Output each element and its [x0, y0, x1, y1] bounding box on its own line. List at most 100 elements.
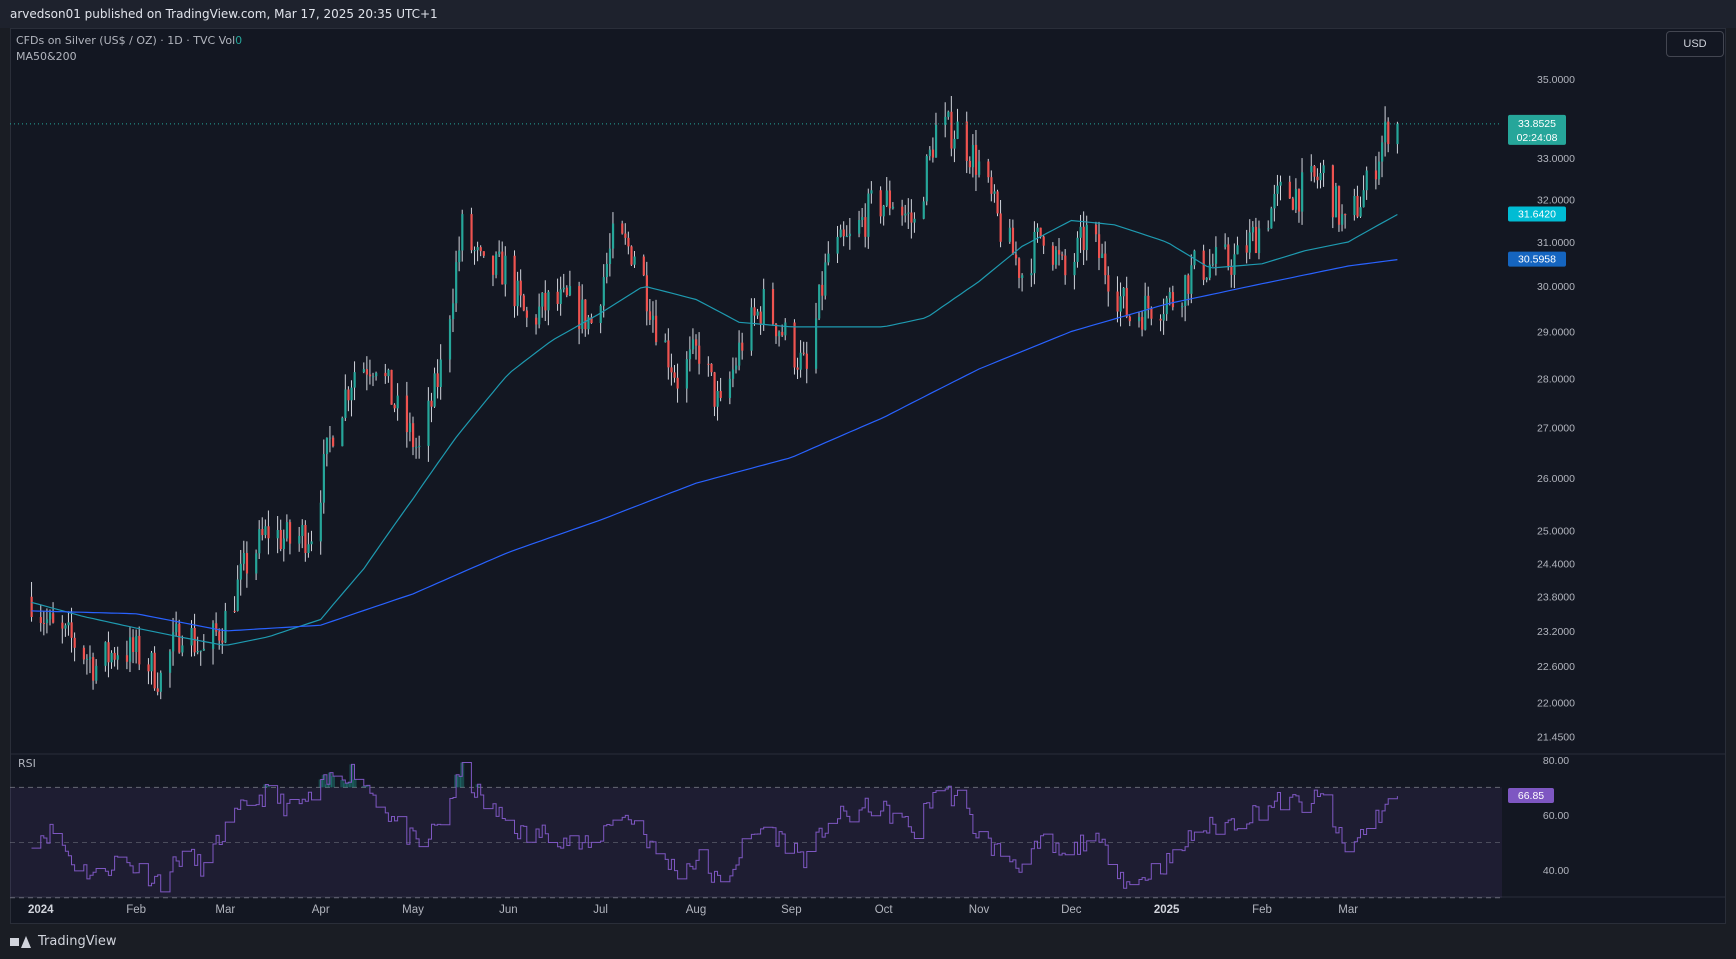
currency-button[interactable]: USD: [1666, 31, 1724, 57]
candle-body: [802, 352, 805, 354]
candle-body: [261, 529, 264, 536]
time-axis-label: Nov: [969, 904, 990, 916]
candle-body: [950, 111, 953, 149]
candle-body: [990, 177, 993, 194]
candle-body: [150, 652, 153, 672]
candle-body: [928, 149, 932, 157]
footer: TradingView: [0, 924, 1736, 959]
candle-body: [1384, 121, 1387, 143]
candle-body: [1168, 292, 1171, 299]
candle-body: [212, 623, 215, 649]
candle-body: [805, 353, 808, 369]
candle-body: [710, 363, 713, 373]
candle-body: [879, 190, 882, 217]
candle-body: [1018, 258, 1021, 278]
candle-body: [411, 423, 415, 448]
candle-body: [1094, 224, 1098, 235]
candle-body: [113, 652, 116, 660]
price-axis-label: 33.0000: [1537, 153, 1575, 165]
candle-body: [1064, 255, 1067, 276]
price-axis-label: 26.0000: [1537, 473, 1575, 485]
candle-body: [1021, 275, 1024, 278]
candle-body: [332, 437, 335, 447]
candle-body: [735, 365, 738, 370]
candle-body: [624, 233, 627, 238]
rsi-overbought-fill: [352, 779, 357, 788]
candle-body: [882, 205, 885, 217]
candle-body: [814, 318, 818, 369]
candle-body: [104, 642, 107, 666]
candle-body: [888, 190, 892, 209]
last-price-badge: 33.8525: [1518, 118, 1556, 130]
price-axis-label: 35.0000: [1537, 74, 1575, 86]
candle-body: [1353, 195, 1356, 216]
candle-body: [633, 256, 636, 265]
candle-body: [759, 311, 762, 325]
candle-body: [1202, 250, 1205, 280]
price-axis-label: 23.2000: [1537, 626, 1575, 638]
ma50-badge: 31.6420: [1518, 208, 1556, 220]
candle-body: [1144, 295, 1147, 330]
candle-body: [1224, 244, 1227, 248]
candle-body: [695, 339, 698, 346]
symbol-legend[interactable]: CFDs on Silver (US$ / OZ) · 1D · TVC Vol…: [16, 33, 242, 49]
candle-body: [922, 201, 925, 219]
candle-body: [70, 622, 73, 638]
candle-body: [1073, 261, 1076, 276]
candle-body: [907, 212, 910, 214]
ma-legend[interactable]: MA50&200: [16, 50, 77, 63]
time-axis-label: Mar: [215, 904, 235, 916]
candle-body: [199, 650, 202, 652]
candle-body: [255, 553, 258, 574]
rsi-overbought-fill: [457, 776, 462, 788]
candle-body: [82, 647, 86, 660]
candle-body: [1294, 189, 1298, 210]
candle-body: [996, 191, 999, 214]
candle-body: [1079, 226, 1082, 238]
rsi-line: [31, 762, 1398, 893]
candle-body: [1061, 254, 1064, 256]
candle-body: [719, 390, 722, 398]
candle-body: [1107, 275, 1110, 292]
candle-body: [301, 524, 304, 536]
candle-body: [125, 655, 129, 662]
candle-body: [1159, 318, 1162, 321]
candle-body: [559, 289, 562, 304]
candle-body: [1125, 287, 1128, 317]
publish-header: arvedson01 published on TradingView.com,…: [0, 0, 1736, 28]
time-axis-label: Dec: [1061, 904, 1082, 916]
candle-body: [762, 288, 765, 325]
candle-body: [584, 299, 587, 330]
candle-body: [95, 665, 98, 681]
candle-body: [264, 526, 267, 536]
candle-body: [341, 417, 344, 447]
candle-body: [45, 619, 49, 624]
candle-body: [61, 622, 64, 629]
rsi-legend[interactable]: RSI: [18, 757, 36, 770]
candle-body: [522, 295, 525, 311]
candle-body: [1008, 227, 1011, 242]
candle-body: [1313, 166, 1316, 177]
rsi-value-badge-bg: [1508, 788, 1554, 804]
candle-body: [1230, 265, 1233, 275]
candle-body: [891, 206, 895, 209]
candle-body: [655, 315, 658, 343]
candle-body: [1193, 250, 1196, 266]
rsi-overbought-fill: [324, 784, 329, 788]
candle-body: [172, 632, 175, 652]
candle-body: [781, 331, 784, 336]
candle-body: [1381, 142, 1384, 162]
candle-body: [621, 223, 624, 234]
candle-body: [848, 233, 852, 237]
candle-body: [387, 369, 390, 377]
brand-link[interactable]: TradingView: [10, 934, 117, 949]
candle-body: [608, 248, 612, 264]
candle-body: [322, 454, 325, 503]
candle-body: [501, 251, 504, 285]
price-axis-label: 22.6000: [1537, 661, 1575, 673]
time-axis-label: Sep: [781, 904, 801, 916]
candle-body: [934, 124, 938, 158]
candle-body: [1365, 170, 1368, 191]
candle-body: [476, 247, 479, 251]
